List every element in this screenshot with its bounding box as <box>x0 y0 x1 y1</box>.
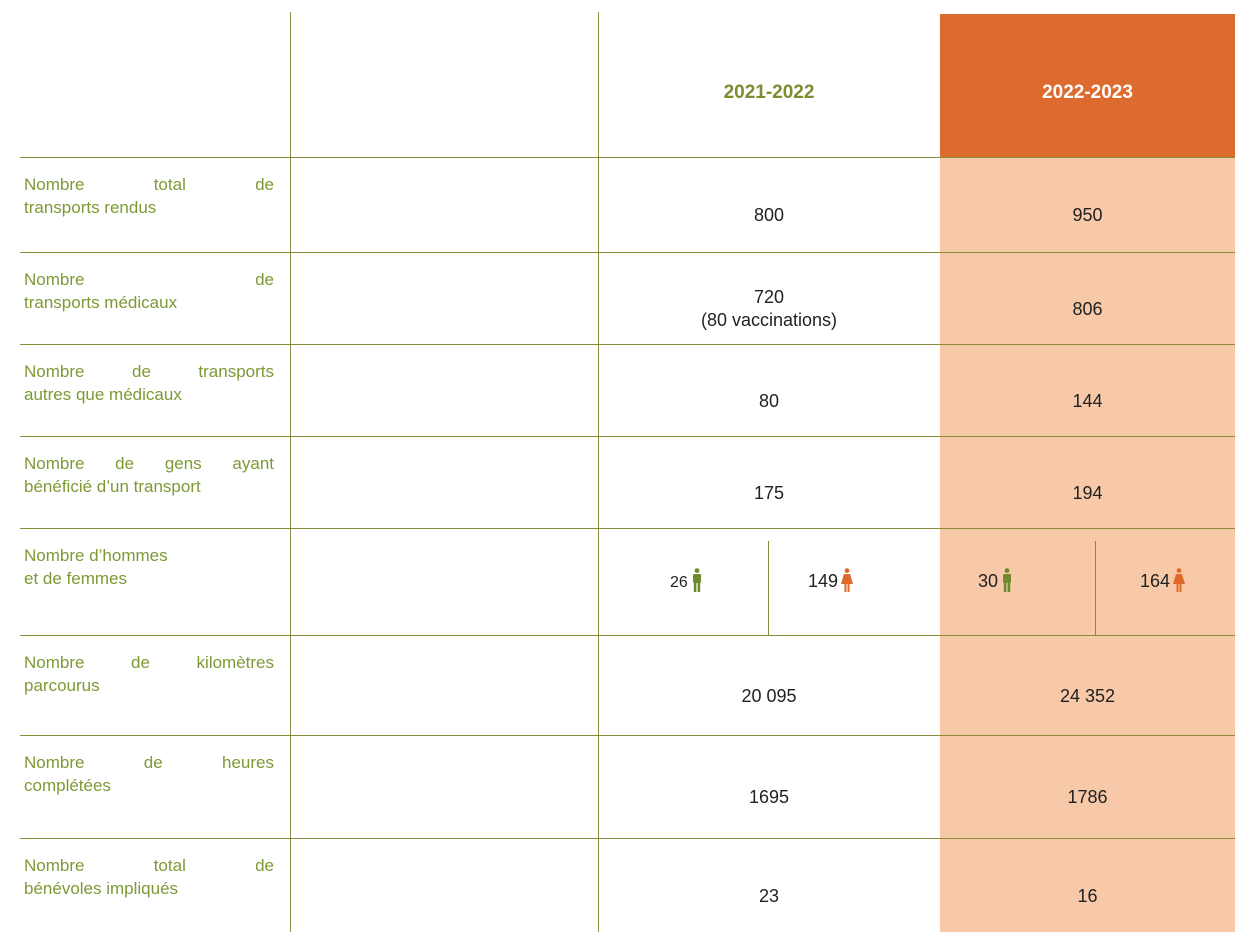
row-label: Nombre d’hommes et de femmes <box>24 544 274 590</box>
row-label: Nombre total de bénévoles impliqués <box>24 854 274 900</box>
man-icon <box>1003 568 1012 592</box>
row-label: Nombre de transports autres que médicaux <box>24 360 274 406</box>
label-line: Nombre total de <box>24 856 274 875</box>
column-header: 2022-2023 <box>1042 81 1133 103</box>
value: 23 <box>758 885 780 906</box>
cell: 720 (80 vaccinations) <box>598 252 940 344</box>
value: 800 <box>753 205 785 225</box>
label-line: Nombre de transports <box>24 362 274 381</box>
cell-divider <box>768 541 769 635</box>
label-line: transports médicaux <box>24 293 178 312</box>
row-divider <box>20 344 1235 345</box>
value: 20 095 <box>741 685 797 706</box>
value: 950 <box>1072 205 1103 225</box>
column-header: 2021-2022 <box>723 81 815 103</box>
label-line: et de femmes <box>24 569 127 588</box>
woman-icon <box>1173 568 1186 592</box>
label-line: Nombre de gens ayant <box>24 454 274 473</box>
value: 16 <box>1077 885 1098 906</box>
column-divider <box>290 12 291 932</box>
man-icon <box>692 568 701 592</box>
count: 26 <box>670 574 688 591</box>
header-highlight <box>940 14 1235 157</box>
count: 30 <box>978 571 999 591</box>
cell: 950 <box>940 157 1235 252</box>
count: 149 <box>808 571 839 591</box>
value: 1695 <box>748 787 790 807</box>
value: 806 <box>1072 298 1103 319</box>
label-line: bénévoles impliqués <box>24 879 179 898</box>
row-divider <box>20 735 1235 736</box>
row-label: Nombre de gens ayant bénéficié d’un trans… <box>24 452 274 498</box>
cell-divider <box>1095 541 1096 635</box>
cell: 23 <box>598 838 940 932</box>
label-line: bénéficié d’un transport <box>24 477 201 496</box>
value: 720 <box>753 287 785 307</box>
count: 164 <box>1140 571 1171 591</box>
value: 24 352 <box>1059 685 1116 706</box>
men-count: 30 <box>978 568 1013 592</box>
cell: 194 <box>940 436 1235 528</box>
label-line: parcourus <box>24 676 100 695</box>
cell: 80 <box>598 344 940 436</box>
value: 1786 <box>1067 787 1108 807</box>
cell: 20 095 <box>598 635 940 735</box>
row-divider <box>20 252 1235 253</box>
row-label: Nombre de heures complétées <box>24 751 274 797</box>
row-divider <box>20 157 1235 158</box>
cell: 800 <box>598 157 940 252</box>
value: 144 <box>1072 390 1103 411</box>
row-label: Nombre de transports médicaux <box>24 268 274 314</box>
value: 175 <box>753 482 785 503</box>
label-line: Nombre d’hommes <box>24 546 168 565</box>
label-line: transports rendus <box>24 198 157 217</box>
cell: 1695 <box>598 735 940 838</box>
cell: 16 <box>940 838 1235 932</box>
row-divider <box>20 635 1235 636</box>
row-label: Nombre de kilomètres parcourus <box>24 651 274 697</box>
cell: 24 352 <box>940 635 1235 735</box>
label-line: autres que médicaux <box>24 385 182 404</box>
label-line: Nombre de heures <box>24 753 274 772</box>
woman-icon <box>841 568 854 592</box>
column-divider <box>598 12 599 932</box>
men-count: 26 <box>670 568 703 592</box>
value: 80 <box>758 390 780 411</box>
note: (80 vaccinations) <box>700 310 838 330</box>
cell: 806 <box>940 252 1235 344</box>
label-line: complétées <box>24 776 111 795</box>
cell: 144 <box>940 344 1235 436</box>
row-divider <box>20 528 1235 529</box>
row-label: Nombre total de transports rendus <box>24 173 274 219</box>
cell: 1786 <box>940 735 1235 838</box>
label-line: Nombre total de <box>24 175 274 194</box>
women-count: 164 <box>1140 568 1186 592</box>
label-line: Nombre de kilomètres <box>24 653 274 672</box>
row-divider <box>20 838 1235 839</box>
label-line: Nombre de <box>24 270 274 289</box>
row-divider <box>20 436 1235 437</box>
column-highlight <box>940 157 1235 932</box>
value: 194 <box>1072 482 1103 503</box>
cell: 175 <box>598 436 940 528</box>
women-count: 149 <box>808 568 854 592</box>
